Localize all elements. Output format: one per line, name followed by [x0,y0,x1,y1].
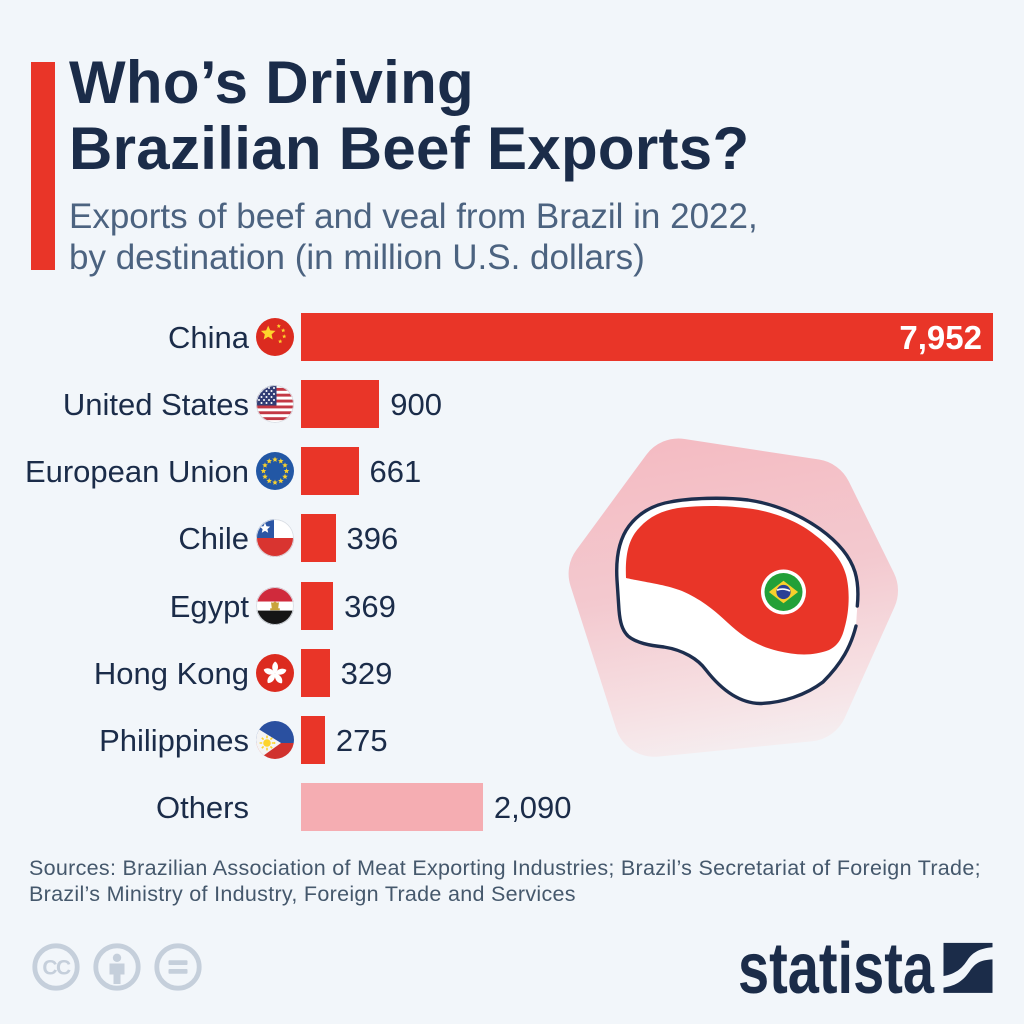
svg-text:statista: statista [738,936,935,998]
svg-text:CC: CC [42,957,71,980]
